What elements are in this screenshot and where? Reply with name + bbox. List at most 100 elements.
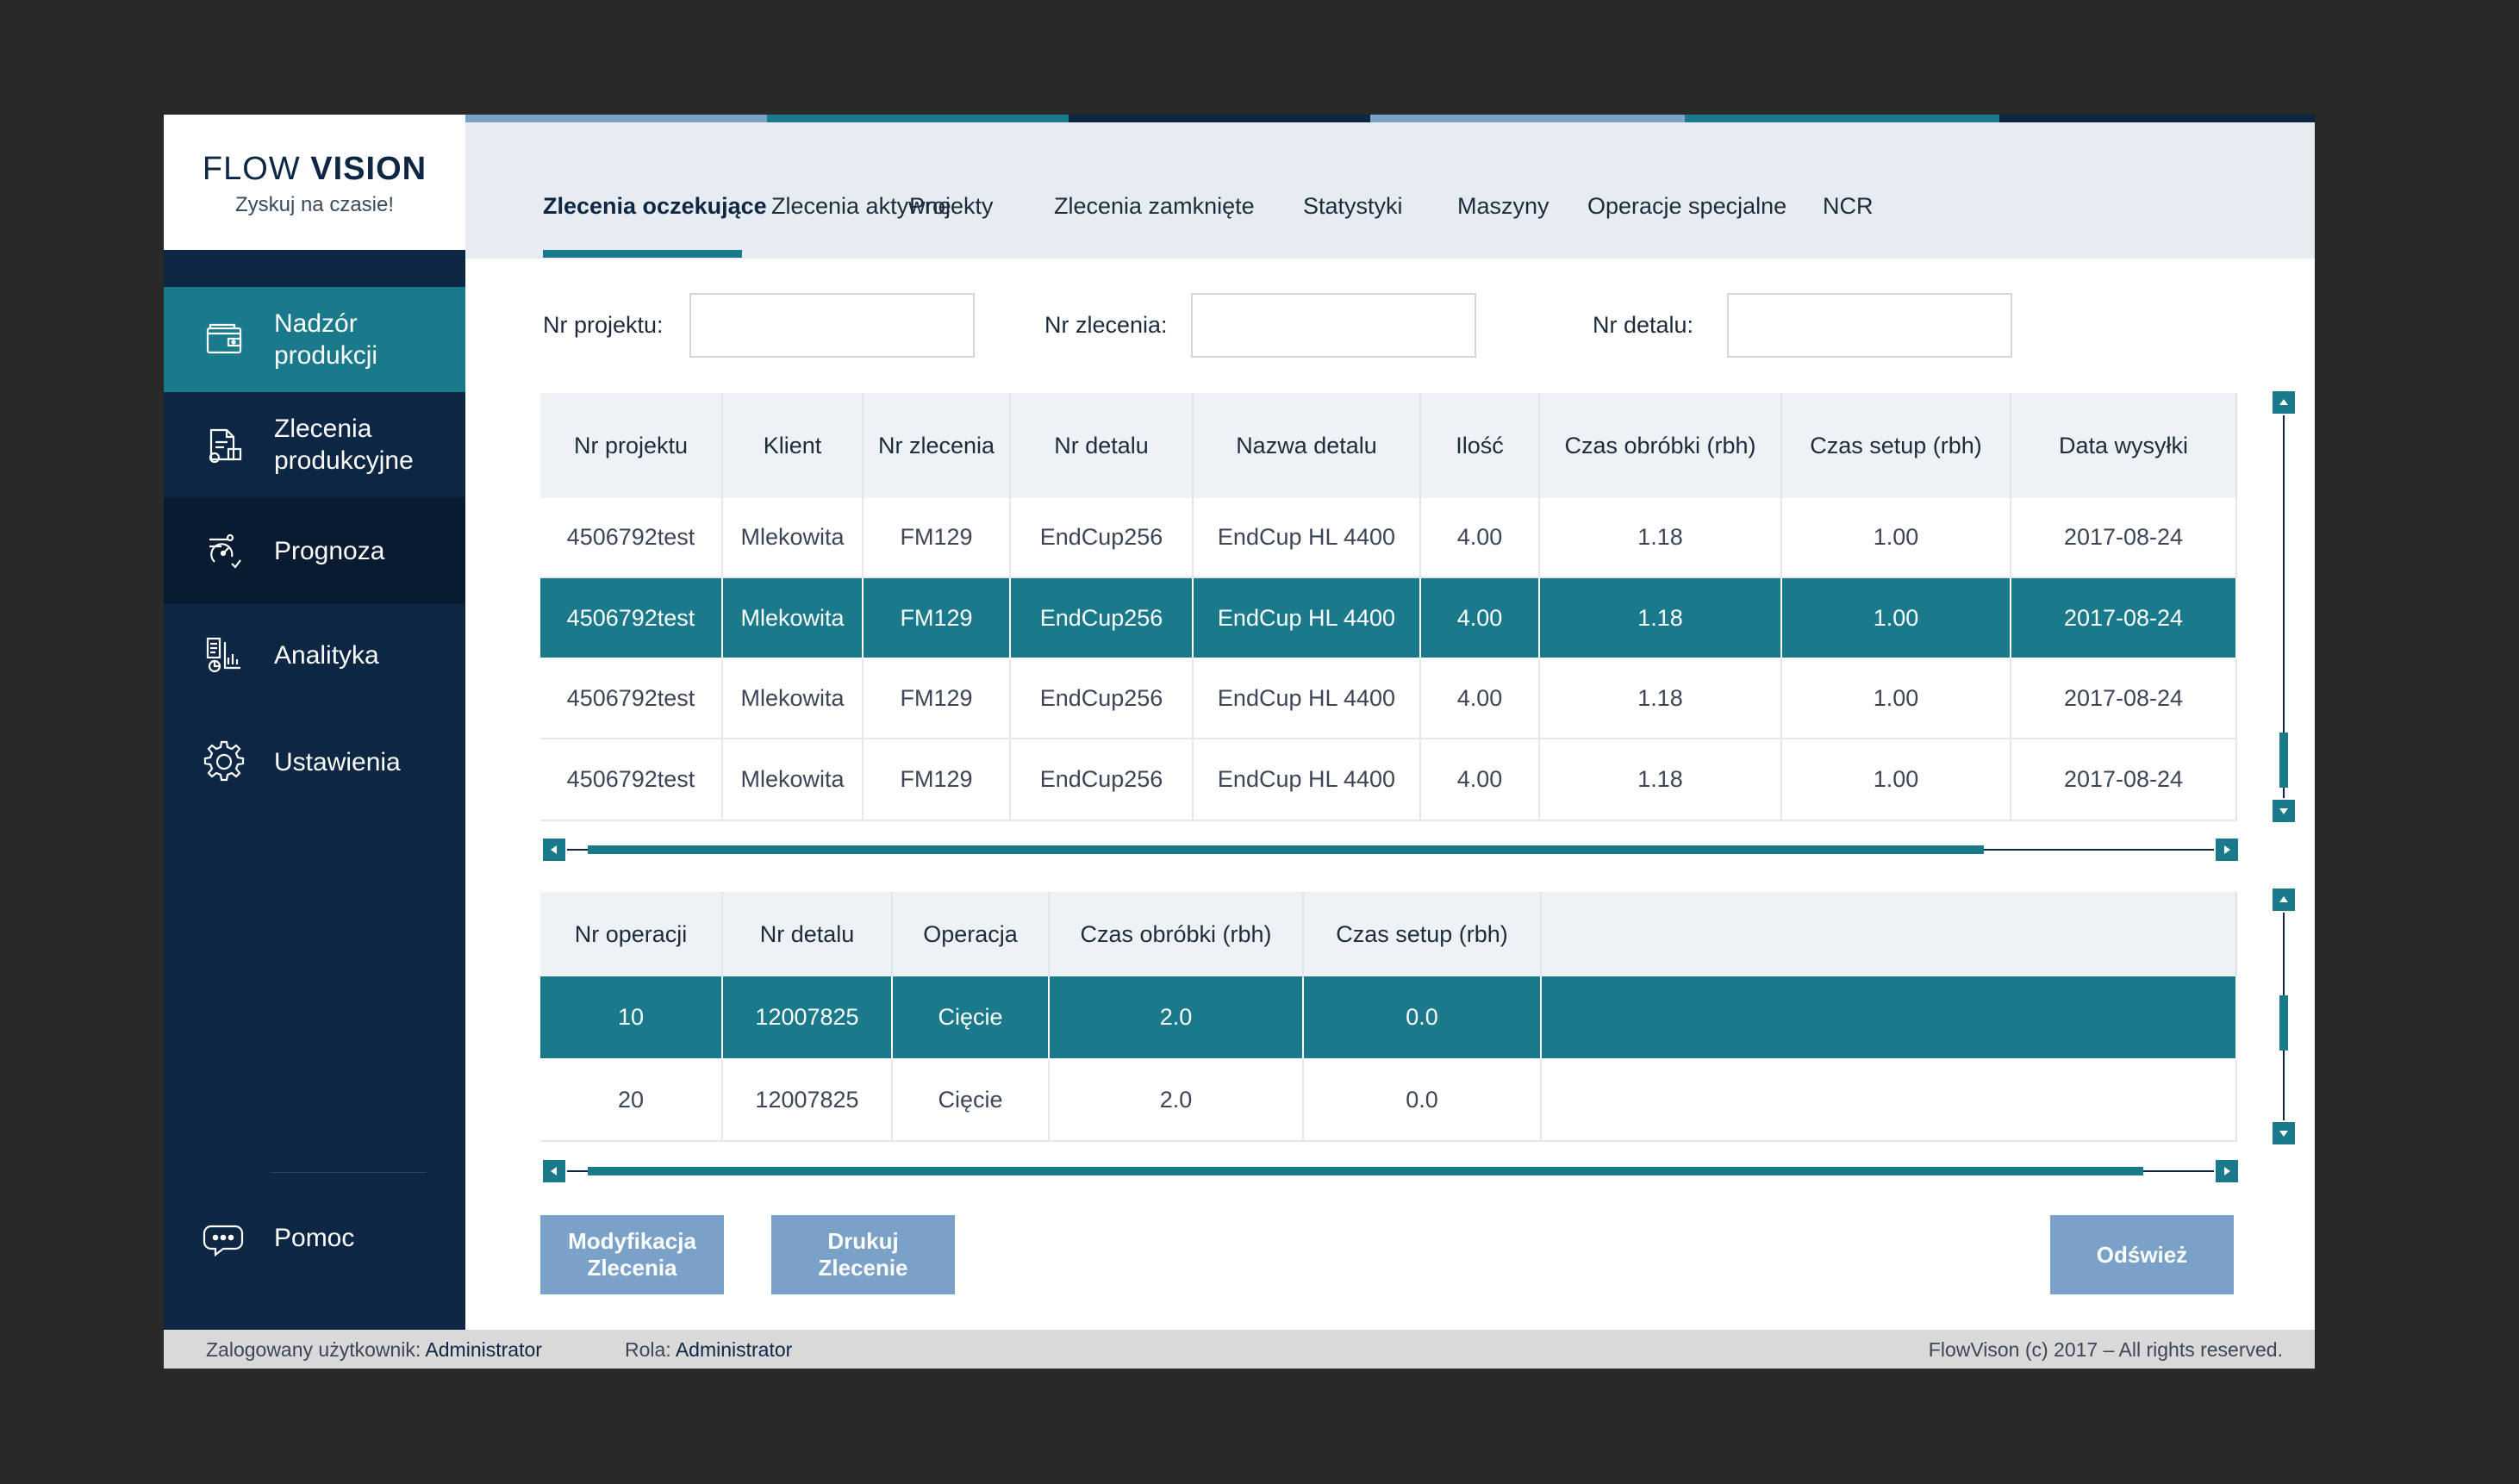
table-cell: FM129 bbox=[864, 659, 1011, 739]
scroll-track bbox=[2283, 415, 2285, 798]
column-header[interactable]: Nazwa detalu bbox=[1194, 393, 1421, 498]
table-cell: EndCup HL 4400 bbox=[1194, 578, 1421, 659]
tab-maszyny[interactable]: Maszyny bbox=[1457, 193, 1549, 219]
scroll-up-button[interactable] bbox=[2273, 889, 2295, 911]
tab-ncr[interactable]: NCR bbox=[1823, 193, 1874, 219]
orders-vertical-scrollbar[interactable] bbox=[2272, 391, 2296, 822]
table-cell: 1.00 bbox=[1782, 739, 2011, 821]
print-order-button[interactable]: Drukuj Zlecenie bbox=[771, 1215, 955, 1294]
table-cell: 2017-08-24 bbox=[2011, 659, 2237, 739]
table-cell bbox=[1542, 1060, 2237, 1142]
column-header[interactable]: Nr detalu bbox=[723, 892, 893, 976]
table-cell: 1.18 bbox=[1540, 578, 1782, 659]
logged-user-name: Administrator bbox=[425, 1338, 542, 1361]
orders-horizontal-scrollbar[interactable] bbox=[543, 838, 2238, 862]
app-window: FLOW VISION Zyskuj na czasie! Nadzór pro… bbox=[164, 115, 2315, 1369]
scroll-down-button[interactable] bbox=[2273, 800, 2295, 822]
modify-order-button[interactable]: Modyfikacja Zlecenia bbox=[540, 1215, 724, 1294]
sidebar-item-settings[interactable]: Ustawienia bbox=[164, 706, 465, 818]
tab-zlecenia-aktywne[interactable]: Zlecenia aktywne bbox=[771, 193, 951, 219]
table-cell: 4.00 bbox=[1421, 739, 1540, 821]
column-header[interactable]: Czas setup (rbh) bbox=[1304, 892, 1542, 976]
scroll-right-button[interactable] bbox=[2216, 1160, 2238, 1182]
tab-projekty[interactable]: Projekty bbox=[909, 193, 994, 219]
scroll-up-button[interactable] bbox=[2273, 391, 2295, 414]
part-number-label: Nr detalu: bbox=[1593, 312, 1694, 338]
sidebar-item-analytics[interactable]: Analityka bbox=[164, 604, 465, 706]
brand-tagline: Zyskuj na czasie! bbox=[234, 193, 395, 216]
table-cell: 4506792test bbox=[540, 578, 723, 659]
sidebar-item-label: Ustawienia bbox=[274, 747, 401, 776]
table-cell: 12007825 bbox=[723, 976, 893, 1060]
stripe-segment bbox=[1370, 115, 1685, 122]
project-number-input[interactable] bbox=[689, 293, 975, 358]
column-header[interactable]: Operacja bbox=[893, 892, 1050, 976]
scroll-thumb[interactable] bbox=[588, 845, 1984, 854]
sidebar-item-forecast[interactable]: Prognoza bbox=[164, 497, 465, 604]
column-header[interactable]: Czas obróbki (rbh) bbox=[1050, 892, 1304, 976]
sidebar: FLOW VISION Zyskuj na czasie! Nadzór pro… bbox=[164, 115, 465, 1330]
sidebar-item-production-monitoring[interactable]: Nadzór produkcji bbox=[164, 287, 465, 392]
sidebar-item-label: Prognoza bbox=[274, 536, 385, 565]
tab-zlecenia-zamkni-te[interactable]: Zlecenia zamknięte bbox=[1054, 193, 1255, 219]
scroll-thumb[interactable] bbox=[2279, 733, 2288, 788]
scroll-right-button[interactable] bbox=[2216, 839, 2238, 861]
column-header[interactable]: Nr projektu bbox=[540, 393, 723, 498]
scroll-thumb[interactable] bbox=[2279, 995, 2288, 1051]
scroll-left-button[interactable] bbox=[543, 1160, 565, 1182]
column-header[interactable] bbox=[1542, 892, 2237, 976]
column-header[interactable]: Nr operacji bbox=[540, 892, 723, 976]
logged-user-info: Zalogowany użytkownik: Administrator bbox=[206, 1338, 542, 1361]
table-cell: EndCup HL 4400 bbox=[1194, 739, 1421, 821]
table-cell: EndCup HL 4400 bbox=[1194, 659, 1421, 739]
table-cell: FM129 bbox=[864, 739, 1011, 821]
refresh-button[interactable]: Odśwież bbox=[2050, 1215, 2234, 1294]
table-cell: 2017-08-24 bbox=[2011, 498, 2237, 578]
part-number-input[interactable] bbox=[1727, 293, 2012, 358]
tab-zlecenia-oczekuj-ce[interactable]: Zlecenia oczekujące bbox=[543, 193, 767, 219]
table-cell: 4.00 bbox=[1421, 498, 1540, 578]
table-cell: EndCup HL 4400 bbox=[1194, 498, 1421, 578]
scroll-down-button[interactable] bbox=[2273, 1122, 2295, 1144]
stripe-segment bbox=[465, 115, 767, 122]
table-cell: 0.0 bbox=[1304, 1060, 1542, 1142]
project-number-label: Nr projektu: bbox=[543, 312, 664, 338]
table-cell: 1.18 bbox=[1540, 739, 1782, 821]
column-header[interactable]: Nr zlecenia bbox=[864, 393, 1011, 498]
table-cell: 1.00 bbox=[1782, 578, 2011, 659]
table-cell: Cięcie bbox=[893, 976, 1050, 1060]
tab-bar: Zlecenia oczekujące Zlecenia aktywne Proje… bbox=[465, 122, 2315, 259]
sidebar-item-production-orders[interactable]: Zlecenia produkcyjne bbox=[164, 392, 465, 497]
sidebar-item-help[interactable]: Pomoc bbox=[164, 1200, 465, 1275]
table-cell: Mlekowita bbox=[723, 739, 864, 821]
column-header[interactable]: Czas setup (rbh) bbox=[1782, 393, 2011, 498]
gear-icon bbox=[198, 736, 250, 788]
table-cell: EndCup256 bbox=[1011, 659, 1194, 739]
documents-icon bbox=[198, 419, 250, 471]
table-cell: 4506792test bbox=[540, 498, 723, 578]
table-cell: 0.0 bbox=[1304, 976, 1542, 1060]
operations-horizontal-scrollbar[interactable] bbox=[543, 1159, 2238, 1183]
operations-vertical-scrollbar[interactable] bbox=[2272, 889, 2296, 1144]
analytics-icon bbox=[198, 629, 250, 681]
table-cell: 4.00 bbox=[1421, 578, 1540, 659]
tab-statystyki[interactable]: Statystyki bbox=[1303, 193, 1403, 219]
scroll-left-button[interactable] bbox=[543, 839, 565, 861]
tab-operacje-specjalne[interactable]: Operacje specjalne bbox=[1587, 193, 1787, 219]
table-cell: 12007825 bbox=[723, 1060, 893, 1142]
stripe-segment bbox=[1685, 115, 1999, 122]
column-header[interactable]: Czas obróbki (rbh) bbox=[1540, 393, 1782, 498]
sidebar-item-label: Analityka bbox=[274, 640, 379, 670]
column-header[interactable]: Nr detalu bbox=[1011, 393, 1194, 498]
stripe-segment bbox=[1999, 115, 2315, 122]
scroll-thumb[interactable] bbox=[588, 1167, 2143, 1175]
table-cell: EndCup256 bbox=[1011, 578, 1194, 659]
chat-bubble-icon bbox=[198, 1212, 250, 1263]
column-header[interactable]: Klient bbox=[723, 393, 864, 498]
column-header[interactable]: Ilość bbox=[1421, 393, 1540, 498]
column-header[interactable]: Data wysyłki bbox=[2011, 393, 2237, 498]
sidebar-item-label: Zlecenia produkcyjne bbox=[274, 415, 414, 475]
sidebar-item-label: Pomoc bbox=[274, 1223, 355, 1252]
table-cell: FM129 bbox=[864, 578, 1011, 659]
order-number-input[interactable] bbox=[1191, 293, 1476, 358]
